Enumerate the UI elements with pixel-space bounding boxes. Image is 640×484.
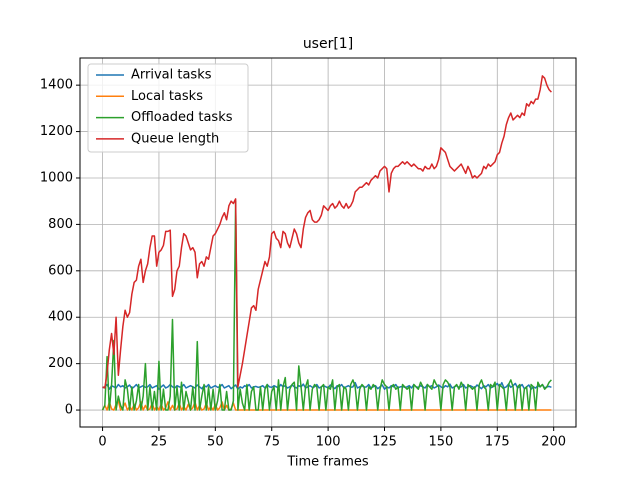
y-tick-label: 200 [48, 356, 73, 371]
legend-label: Arrival tasks [131, 68, 212, 83]
chart-title: user[1] [303, 36, 353, 52]
legend-box [87, 63, 249, 153]
x-tick-label: 150 [428, 435, 453, 450]
series-line [102, 75, 552, 389]
y-tick-label: 1200 [40, 124, 73, 139]
x-axis-label: Time frames [286, 455, 368, 470]
y-tick-label: 1400 [40, 78, 73, 93]
x-tick-label: 0 [98, 435, 106, 450]
y-tick-label: 400 [48, 310, 73, 325]
x-tick-label: 25 [151, 435, 168, 450]
x-tick-label: 50 [207, 435, 224, 450]
x-tick-label: 200 [541, 435, 566, 450]
legend-label: Offloaded tasks [131, 110, 233, 125]
x-tick-label: 100 [316, 435, 341, 450]
legend: Arrival tasks Local tasks Offloaded tasks Q… [87, 63, 249, 153]
x-tick-label: 75 [263, 435, 280, 450]
legend-label: Local tasks [131, 89, 203, 104]
ticks: 0 25 50 75 100 125 150 175 200 0 200 400 600 800 1000 1… [40, 78, 566, 450]
x-tick-label: 175 [485, 435, 510, 450]
lines [101, 75, 552, 411]
y-tick-label: 600 [48, 263, 73, 278]
x-tick-label: 125 [372, 435, 397, 450]
y-tick-label: 800 [48, 217, 73, 232]
y-tick-label: 0 [65, 403, 73, 418]
y-tick-label: 1000 [40, 170, 73, 185]
series-line [101, 200, 552, 411]
series-line [102, 381, 552, 390]
legend-label: Queue length [131, 131, 219, 146]
